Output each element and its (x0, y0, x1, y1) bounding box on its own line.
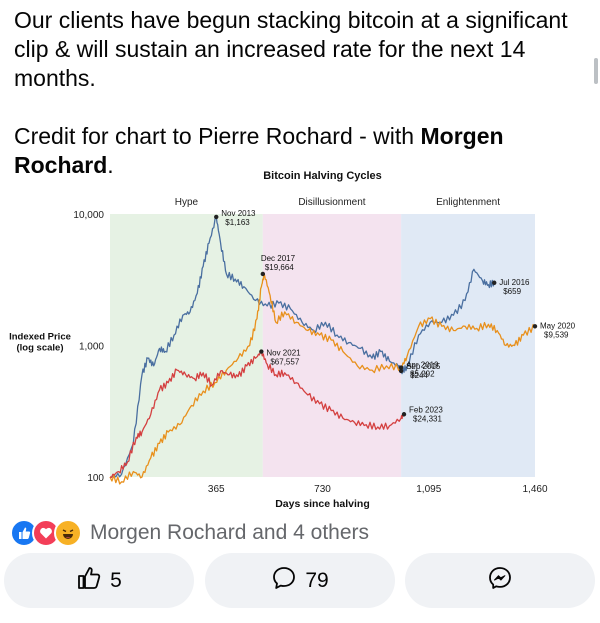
series-line (109, 350, 405, 479)
halving-cycles-chart: Hype Disillusionment Enlightenment Bitcoin … (9, 170, 576, 510)
tagged-user-link[interactable]: Morgen Rochard (14, 123, 504, 178)
series-line (110, 216, 495, 478)
chart-title: Bitcoin Halving Cycles (263, 170, 382, 182)
annotation-date: Jul 2016 (499, 278, 530, 287)
reactions-text[interactable]: Morgen Rochard and 4 others (90, 521, 369, 544)
y-axis-label-unit: (log scale) (17, 343, 64, 354)
annotation-point (401, 412, 407, 417)
phase-label: Hype (175, 197, 199, 208)
annotation-date: May 2020 (540, 321, 576, 330)
annotation-price: $659 (503, 287, 521, 296)
annotation-date: Sep 2015 (406, 362, 441, 371)
reactions-summary[interactable]: Morgen Rochard and 4 others (10, 518, 369, 548)
y-axis-label: Indexed Price (9, 332, 71, 343)
scrollbar[interactable] (594, 58, 598, 84)
annotation-point (259, 349, 264, 354)
comment-button[interactable]: 79 (205, 553, 395, 608)
chart-image[interactable]: Hype Disillusionment Enlightenment Bitcoin … (0, 162, 600, 512)
post-text: Our clients have begun stacking bitcoin … (14, 7, 568, 91)
x-tick-label: 365 (208, 484, 225, 495)
annotation-point (532, 324, 538, 329)
post-body: Our clients have begun stacking bitcoin … (14, 6, 579, 180)
phase-label: Enlightenment (436, 197, 500, 208)
annotation-price: $67,557 (270, 358, 299, 367)
annotation-price: $24,331 (413, 414, 442, 423)
annotation-price: $19,664 (265, 263, 294, 272)
annotation-price: $9,539 (544, 330, 569, 339)
annotation-point (398, 368, 404, 374)
phase-band (110, 214, 263, 477)
action-bar: 5 79 (0, 553, 600, 608)
annotation-date: Apr 2019 (406, 361, 439, 370)
annotation-point (492, 280, 497, 285)
love-icon (32, 519, 60, 547)
credit-suffix: . (107, 152, 114, 178)
annotation-price: $1,163 (225, 218, 250, 227)
annotation-date: Dec 2017 (261, 254, 296, 263)
like-count: 5 (110, 568, 122, 592)
post-credit: Credit for chart to Pierre Rochard - wit… (14, 122, 579, 180)
phase-band (262, 214, 402, 477)
comment-icon (271, 565, 297, 597)
annotation-date: Feb 2023 (409, 405, 443, 414)
comment-count: 79 (305, 568, 329, 592)
thumbs-up-icon (76, 565, 102, 597)
x-axis-label: Days since halving (275, 498, 370, 510)
phase-label: Disillusionment (298, 197, 365, 208)
annotation-date: Nov 2013 (221, 209, 256, 218)
y-tick-label: 100 (87, 473, 104, 484)
x-tick-label: 730 (314, 484, 331, 495)
x-tick-label: 1,095 (416, 484, 441, 495)
y-tick-label: 10,000 (73, 210, 104, 221)
annotation-date: Nov 2021 (266, 349, 301, 358)
haha-icon (54, 519, 82, 547)
series-line (109, 273, 536, 485)
annotation-point (260, 271, 266, 277)
x-tick-label: 1,460 (522, 484, 547, 495)
credit-prefix: Credit for chart to Pierre Rochard - wit… (14, 123, 421, 149)
y-tick-label: 1,000 (79, 342, 104, 353)
annotation-price: $244 (410, 371, 428, 380)
annotation-point (214, 214, 219, 220)
annotation-price: $5,292 (410, 370, 435, 379)
messenger-icon (487, 565, 513, 597)
reaction-icons (10, 519, 82, 547)
annotation-point (398, 365, 404, 370)
like-button[interactable]: 5 (4, 553, 194, 608)
send-messenger-button[interactable] (405, 553, 595, 608)
